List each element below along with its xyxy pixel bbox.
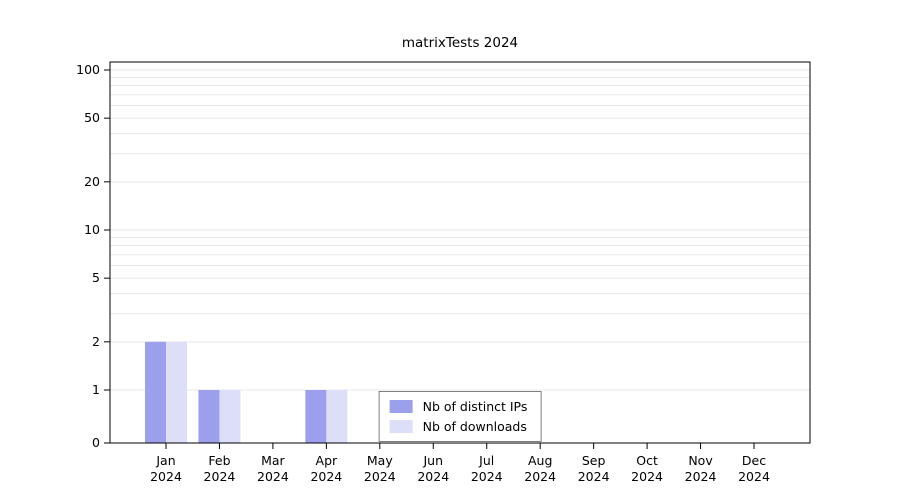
- x-tick-label-month: Jun: [423, 453, 444, 468]
- x-tick-label-month: Sep: [582, 453, 606, 468]
- y-tick-label: 5: [92, 270, 100, 285]
- x-tick-label-year: 2024: [738, 469, 770, 484]
- x-tick-label-year: 2024: [524, 469, 556, 484]
- x-tick-label-month: Apr: [316, 453, 338, 468]
- x-tick-label-month: May: [367, 453, 393, 468]
- x-tick-label-year: 2024: [417, 469, 449, 484]
- legend-item-distinct-ips: Nb of distinct IPs: [389, 399, 528, 414]
- bar-nb-of-downloads: [166, 341, 187, 443]
- plot-border: [109, 61, 811, 444]
- chart-legend: Nb of distinct IPs Nb of downloads: [378, 391, 542, 442]
- x-tick-label-month: Dec: [742, 453, 766, 468]
- x-tick-label-year: 2024: [685, 469, 717, 484]
- bar-nb-of-distinct-ips: [198, 390, 220, 443]
- bar-nb-of-distinct-ips: [305, 390, 327, 443]
- y-tick-label: 2: [92, 334, 100, 349]
- legend-label-downloads: Nb of downloads: [422, 419, 527, 434]
- x-tick-label-year: 2024: [310, 469, 342, 484]
- y-tick-label: 20: [84, 174, 100, 189]
- x-tick-label-month: Nov: [688, 453, 713, 468]
- x-tick-label-year: 2024: [578, 469, 610, 484]
- x-tick-label-month: Jan: [155, 453, 175, 468]
- y-tick-label: 50: [84, 110, 100, 125]
- x-tick-label-year: 2024: [204, 469, 236, 484]
- bar-nb-of-downloads: [219, 390, 241, 443]
- legend-item-downloads: Nb of downloads: [389, 419, 528, 434]
- bar-nb-of-distinct-ips: [145, 341, 166, 443]
- x-tick-label-year: 2024: [150, 469, 182, 484]
- x-tick-label-year: 2024: [364, 469, 396, 484]
- bar-nb-of-downloads: [326, 390, 348, 443]
- x-tick-label-year: 2024: [631, 469, 663, 484]
- legend-label-distinct-ips: Nb of distinct IPs: [422, 399, 528, 414]
- x-tick-label-month: Mar: [261, 453, 285, 468]
- x-tick-label-month: Jul: [478, 453, 494, 468]
- chart-title: matrixTests 2024: [401, 35, 519, 51]
- y-tick-label: 0: [92, 435, 100, 450]
- x-tick-label-year: 2024: [471, 469, 503, 484]
- x-tick-label-month: Feb: [208, 453, 230, 468]
- x-tick-label-month: Oct: [636, 453, 658, 468]
- legend-swatch-distinct-ips: [389, 400, 413, 413]
- y-tick-label: 10: [84, 222, 100, 237]
- y-tick-label: 100: [76, 62, 100, 77]
- x-tick-label-year: 2024: [257, 469, 289, 484]
- y-tick-label: 1: [92, 382, 100, 397]
- legend-swatch-downloads: [389, 420, 413, 433]
- x-tick-label-month: Aug: [528, 453, 552, 468]
